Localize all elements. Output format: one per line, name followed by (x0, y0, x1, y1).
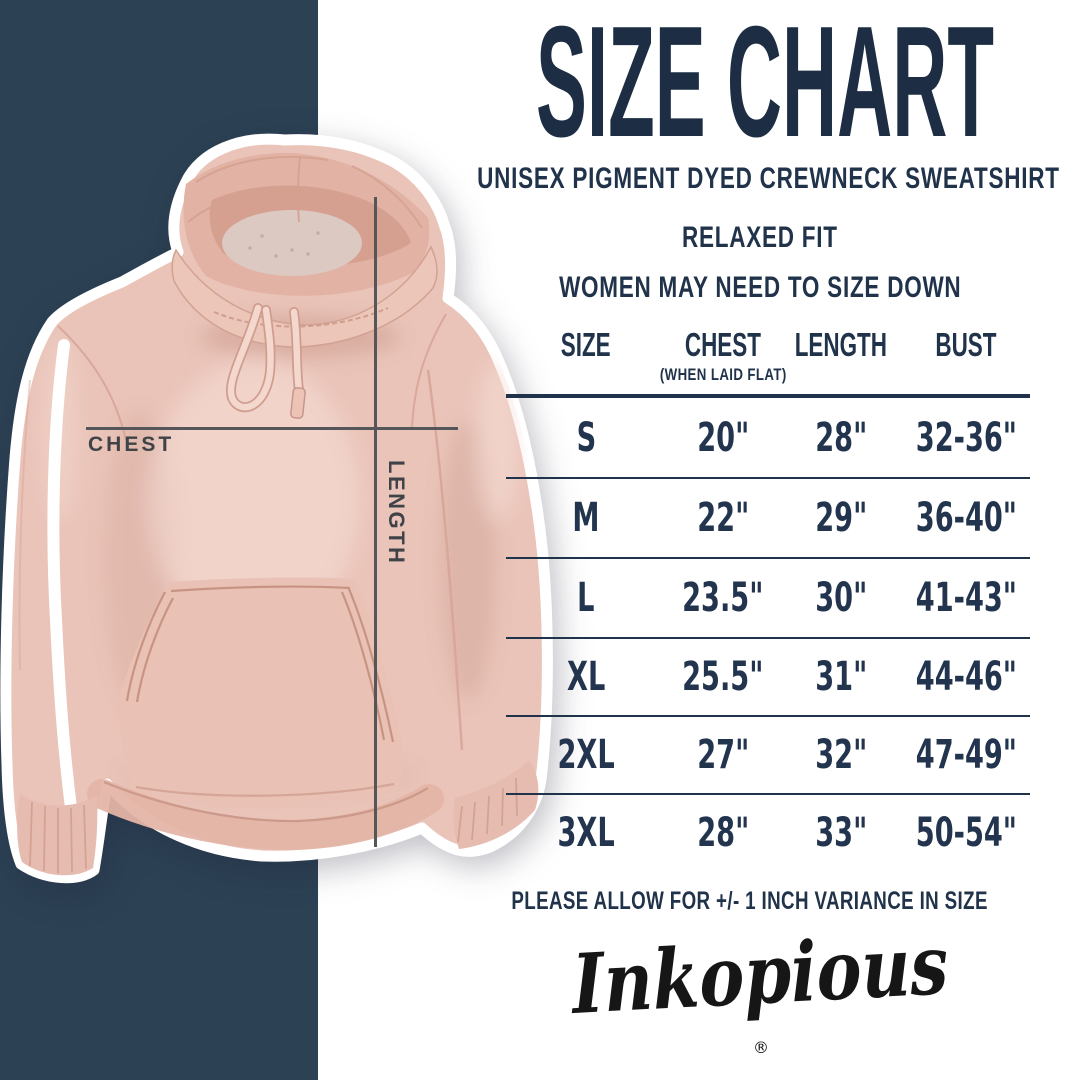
size-row-l: L 23.5" 30" 41-43" (506, 559, 1030, 639)
chest-measure-label: CHEST (88, 433, 175, 456)
kangaroo-pocket (118, 577, 403, 805)
subtitle-sizing-advice: WOMEN MAY NEED TO SIZE DOWN (558, 271, 962, 304)
hoodie-product-photo (0, 133, 553, 884)
size-row-3xl: 3XL 28" 33" 50-54" (557, 810, 1017, 856)
registered-trademark-icon: ® (753, 1038, 769, 1058)
length-measure-label: LENGTH (384, 460, 409, 566)
hood (171, 152, 438, 348)
chest-measure-line (86, 427, 458, 430)
size-row-m: M 22" 29" 36-40" (506, 479, 1030, 559)
inkopious-logo: Inkopious ® (530, 917, 990, 1057)
subtitle-fit: RELAXED FIT (682, 221, 838, 254)
drawstrings (225, 303, 306, 419)
right-cuff (453, 760, 539, 849)
column-header-length: LENGTH (794, 326, 888, 363)
svg-text:SIZE CHART: SIZE CHART (536, 16, 994, 152)
size-table-header: SIZE CHEST (WHEN LAID FLAT) LENGTH BUST (506, 322, 1030, 398)
column-header-size: SIZE (561, 326, 611, 363)
column-header-bust: BUST (935, 326, 997, 363)
seams (18, 313, 464, 751)
page-title: SIZE CHART (536, 16, 994, 152)
chest-note: (WHEN LAID FLAT) (659, 365, 787, 384)
hem-band (87, 779, 444, 851)
length-measure-line (374, 197, 377, 847)
column-header-chest: CHEST (WHEN LAID FLAT) (659, 326, 787, 384)
drawstring-aglet (290, 387, 306, 419)
size-row-2xl: 2XL 27" 32" 47-49" (506, 717, 1030, 795)
logo-wordmark: Inkopious (570, 917, 950, 1033)
size-row-xl: XL 25.5" 31" 44-46" (506, 639, 1030, 717)
left-cuff (17, 794, 98, 876)
size-table: SIZE CHEST (WHEN LAID FLAT) LENGTH BUST … (506, 322, 1030, 871)
subtitle-fabric: UNISEX PIGMENT DYED CREWNECK SWEATSHIRT (477, 162, 1060, 195)
sleeve-outline-gap (47, 339, 86, 876)
size-row-s: S 20" 28" 32-36" (506, 398, 1030, 479)
variance-note: PLEASE ALLOW FOR +/- 1 INCH VARIANCE IN … (511, 887, 989, 915)
hood-heather-lining (222, 210, 362, 276)
